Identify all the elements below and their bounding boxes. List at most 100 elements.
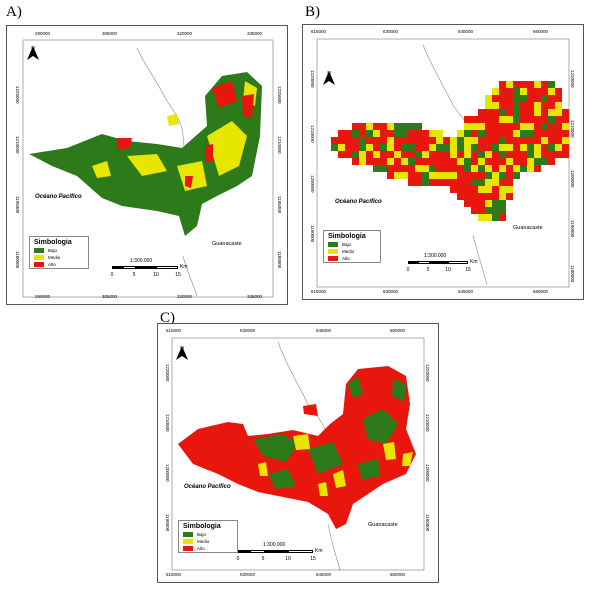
y-tick-left: 1210000 xyxy=(165,414,170,432)
raster-cell xyxy=(436,158,443,165)
raster-cell xyxy=(380,144,387,151)
raster-cell xyxy=(492,207,499,214)
raster-cell xyxy=(548,151,555,158)
raster-cell xyxy=(492,179,499,186)
raster-cell xyxy=(380,158,387,165)
raster-cell xyxy=(548,130,555,137)
scale-ratio: 1:300.000 xyxy=(263,542,286,548)
raster-cell xyxy=(485,109,492,116)
raster-cell xyxy=(401,165,408,172)
raster-cell xyxy=(548,102,555,109)
province-label: Guanacaste xyxy=(513,225,543,231)
scale-unit: Km xyxy=(315,548,323,554)
raster-cell xyxy=(450,151,457,158)
x-tick-bottom: 290000 xyxy=(35,294,51,299)
raster-cell xyxy=(478,144,485,151)
raster-cell xyxy=(555,151,562,158)
raster-cell xyxy=(352,158,359,165)
raster-cell xyxy=(450,172,457,179)
legend-label: Bajo xyxy=(197,532,207,537)
raster-cell xyxy=(429,151,436,158)
raster-cell xyxy=(513,109,520,116)
raster-cell xyxy=(373,123,380,130)
raster-cell xyxy=(499,179,506,186)
raster-cell xyxy=(422,172,429,179)
raster-cell xyxy=(492,123,499,130)
raster-cell xyxy=(478,172,485,179)
map-panel-c: 615000 630000 645000 660000 615000 63000… xyxy=(157,323,439,583)
raster-cell xyxy=(506,137,513,144)
swatch-medio xyxy=(328,249,338,254)
raster-cell xyxy=(513,81,520,88)
raster-cell xyxy=(527,144,534,151)
raster-cell xyxy=(401,123,408,130)
raster-cell xyxy=(464,116,471,123)
raster-cell xyxy=(478,151,485,158)
raster-cell xyxy=(520,81,527,88)
x-tick-bottom: 615000 xyxy=(166,572,182,577)
raster-cell xyxy=(457,179,464,186)
raster-cell xyxy=(457,151,464,158)
swatch-bajo xyxy=(183,532,193,537)
raster-cell xyxy=(373,158,380,165)
raster-cell xyxy=(450,144,457,151)
ocean-label: Océano Pacífico xyxy=(335,199,382,205)
north-arrow: N xyxy=(176,346,188,360)
scale-bar: 1:300.000 Km 0 5 10 15 xyxy=(111,258,202,282)
raster-cell xyxy=(555,137,562,144)
raster-cell xyxy=(471,158,478,165)
raster-cell xyxy=(471,207,478,214)
y-tick-left: 1190000 xyxy=(165,514,170,532)
raster-cell xyxy=(520,158,527,165)
raster-cell xyxy=(485,151,492,158)
raster-cell xyxy=(541,137,548,144)
raster-cell xyxy=(422,144,429,151)
y-tick-right: 1200000 xyxy=(425,464,430,482)
raster-cell xyxy=(534,165,541,172)
raster-cell xyxy=(555,144,562,151)
raster-cell xyxy=(408,172,415,179)
raster-cell xyxy=(485,214,492,221)
raster-cell xyxy=(373,165,380,172)
x-tick-bottom: 335000 xyxy=(247,294,263,299)
raster-cell xyxy=(506,88,513,95)
raster-cell xyxy=(562,151,569,158)
raster-cell xyxy=(457,172,464,179)
y-tick-right: 1210000 xyxy=(425,414,430,432)
raster-cell xyxy=(541,109,548,116)
raster-cell xyxy=(527,116,534,123)
raster-cell xyxy=(527,165,534,172)
y-tick-right: 1200000 xyxy=(570,170,575,188)
y-tick-left: 1195000 xyxy=(15,196,20,214)
raster-cell xyxy=(534,137,541,144)
raster-cell xyxy=(541,88,548,95)
raster-cell xyxy=(555,123,562,130)
raster-cell xyxy=(492,158,499,165)
y-tick-left: 1225000 xyxy=(15,86,20,104)
legend-item-bajo: Bajo xyxy=(179,531,237,538)
raster-cell xyxy=(352,151,359,158)
x-tick-top: 615000 xyxy=(166,328,182,333)
raster-cell xyxy=(548,144,555,151)
raster-cell xyxy=(492,95,499,102)
legend-item-alto: Alto xyxy=(179,545,237,552)
legend-item-medio: Medio xyxy=(30,254,88,261)
raster-cell xyxy=(436,130,443,137)
raster-cell xyxy=(492,200,499,207)
raster-cell xyxy=(394,158,401,165)
raster-cell xyxy=(429,144,436,151)
province-label: Guanacaste xyxy=(368,522,398,528)
raster-cell xyxy=(527,88,534,95)
raster-cell xyxy=(520,130,527,137)
y-tick-left: 1210000 xyxy=(310,125,315,143)
scale-ratio: 1:300.000 xyxy=(424,253,447,259)
raster-cell xyxy=(394,130,401,137)
raster-cell xyxy=(520,137,527,144)
raster-cell xyxy=(443,144,450,151)
raster-cell xyxy=(541,151,548,158)
raster-cell xyxy=(527,137,534,144)
raster-cell xyxy=(387,137,394,144)
north-arrow: N xyxy=(27,46,39,60)
map-b-canvas xyxy=(316,38,570,288)
raster-cell xyxy=(464,165,471,172)
